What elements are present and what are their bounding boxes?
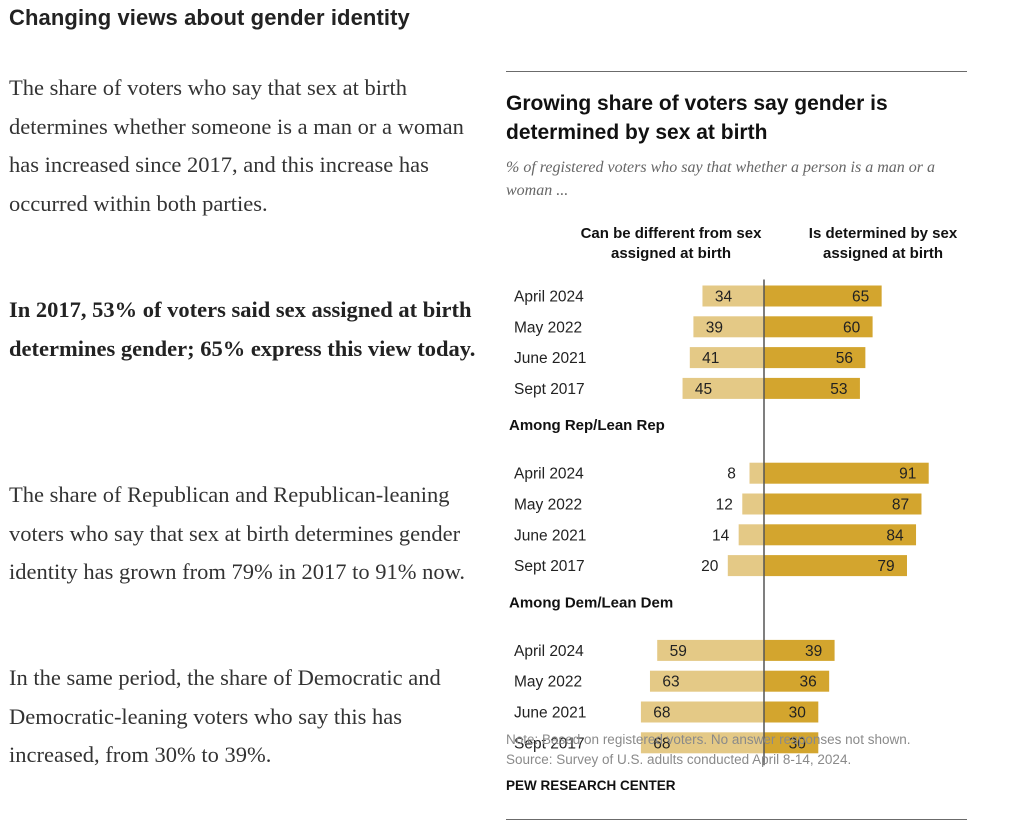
value-label-right: 30 [789, 705, 807, 722]
value-label-left: 41 [702, 350, 719, 367]
bar-can-be-different [640, 701, 764, 723]
bar-determined-by-sex [764, 639, 835, 661]
bottom-rule [506, 819, 967, 820]
article-paragraph: In the same period, the share of Democra… [9, 665, 441, 767]
value-label-left: 39 [706, 319, 723, 336]
source-text: Source: Survey of U.S. adults conducted … [506, 752, 852, 767]
bar-can-be-different [702, 285, 764, 307]
value-label-left: 59 [670, 643, 687, 660]
bar-determined-by-sex [764, 732, 819, 754]
value-label-right: 30 [789, 735, 807, 752]
category-label: June 2021 [514, 350, 586, 367]
value-label-left: 34 [715, 289, 733, 306]
bar-determined-by-sex [764, 285, 882, 307]
value-label-right: 36 [800, 674, 817, 691]
value-label-right: 87 [892, 497, 909, 514]
bar-can-be-different [640, 732, 764, 754]
chart-subtitle: % of registered voters who say that whet… [506, 159, 936, 199]
value-label-left: 20 [701, 558, 719, 575]
category-label: May 2022 [514, 497, 582, 514]
bar-determined-by-sex [764, 377, 860, 399]
value-label-left: 12 [716, 497, 733, 514]
value-label-right: 60 [843, 319, 861, 336]
bar-can-be-different [738, 524, 764, 546]
note-text: Note: Based on registered voters. No ans… [506, 732, 911, 747]
value-label-right: 91 [899, 466, 916, 483]
category-label: Sept 2017 [514, 735, 585, 752]
bar-determined-by-sex [764, 347, 866, 369]
value-label-left: 8 [727, 466, 736, 483]
bar-can-be-different [657, 639, 764, 661]
value-label-left: 14 [712, 527, 730, 544]
bar-can-be-different [693, 316, 764, 338]
bar-can-be-different [742, 493, 764, 515]
chart-figure: Growing share of voters say gender is de… [506, 71, 967, 821]
bar-determined-by-sex [764, 462, 929, 484]
value-label-left: 68 [653, 735, 670, 752]
bar-can-be-different [727, 555, 764, 577]
value-label-right: 39 [805, 643, 822, 660]
legend-left-series: Can be different from sex assigned at bi… [580, 225, 762, 262]
brand-label: PEW RESEARCH CENTER [506, 778, 676, 793]
value-label-right: 65 [852, 289, 869, 306]
top-rule [506, 71, 967, 72]
article-paragraph: The share of voters who say that sex at … [9, 75, 464, 216]
value-label-left: 63 [662, 674, 679, 691]
bar-determined-by-sex [764, 316, 873, 338]
article-paragraph: The share of Republican and Republican-l… [9, 482, 465, 584]
bar-can-be-different [682, 377, 764, 399]
category-label: May 2022 [514, 319, 582, 336]
legend-right-series: Is determined by sex assigned at birth [808, 225, 958, 262]
group-label: Among Dem/Lean Dem [509, 594, 673, 611]
value-label-left: 45 [695, 381, 712, 398]
bar-determined-by-sex [764, 670, 830, 692]
chart-note: Note: Based on registered voters. No ans… [506, 730, 910, 770]
bar-determined-by-sex [764, 701, 819, 723]
category-label: Sept 2017 [514, 381, 585, 398]
value-label-right: 84 [886, 527, 904, 544]
bar-determined-by-sex [764, 493, 922, 515]
value-label-right: 79 [877, 558, 894, 575]
category-label: June 2021 [514, 705, 586, 722]
bar-can-be-different [689, 347, 764, 369]
category-label: June 2021 [514, 527, 586, 544]
article-paragraph-bold: In 2017, 53% of voters said sex assigned… [9, 297, 476, 361]
category-label: May 2022 [514, 674, 582, 691]
value-label-left: 68 [653, 705, 670, 722]
bar-determined-by-sex [764, 555, 907, 577]
group-label: Among Rep/Lean Rep [509, 417, 665, 434]
page-heading: Changing views about gender identity [9, 5, 410, 30]
category-label: April 2024 [514, 289, 584, 306]
category-label: April 2024 [514, 466, 584, 483]
category-label: April 2024 [514, 643, 584, 660]
chart-title: Growing share of voters say gender is de… [506, 92, 888, 144]
value-label-right: 53 [830, 381, 847, 398]
value-label-right: 56 [836, 350, 853, 367]
diverging-bar-chart: April 2024 34 65 May 2022 39 60 June 2021 41 56 S… [509, 279, 929, 766]
bar-can-be-different [649, 670, 764, 692]
category-label: Sept 2017 [514, 558, 585, 575]
bar-determined-by-sex [764, 524, 917, 546]
bar-can-be-different [749, 462, 764, 484]
